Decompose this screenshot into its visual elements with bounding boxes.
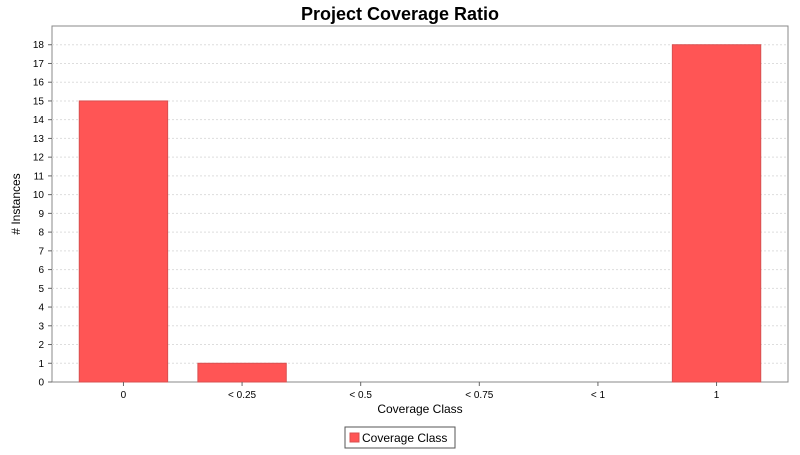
y-tick-label: 2 <box>38 340 44 351</box>
x-tick-label: 0 <box>121 390 127 401</box>
y-tick-label: 12 <box>33 153 45 164</box>
y-tick-label: 6 <box>38 265 44 276</box>
legend-swatch <box>349 432 360 443</box>
y-tick-label: 14 <box>33 115 45 126</box>
y-tick-label: 0 <box>38 378 44 389</box>
legend-label: Coverage Class <box>362 431 447 445</box>
y-tick-label: 11 <box>34 171 45 182</box>
y-tick-label: 8 <box>38 228 44 239</box>
bar <box>671 44 762 383</box>
y-tick-label: 1 <box>38 359 44 370</box>
y-tick-label: 17 <box>33 59 45 70</box>
gridlines <box>52 44 788 364</box>
x-tick-label: < 0.75 <box>465 390 494 401</box>
x-axis-label: Coverage Class <box>377 402 462 416</box>
x-tick-label: 1 <box>714 390 720 401</box>
y-tick-label: 15 <box>33 96 45 107</box>
legend: Coverage Class <box>344 426 456 449</box>
x-tick-label: < 0.25 <box>228 390 257 401</box>
y-tick-label: 7 <box>38 246 44 257</box>
y-tick-label: 9 <box>38 209 44 220</box>
plot-area <box>51 25 789 383</box>
bar <box>78 100 169 383</box>
chart-title: Project Coverage Ratio <box>301 4 499 24</box>
y-tick-label: 5 <box>38 284 44 295</box>
y-tick-label: 3 <box>38 321 44 332</box>
x-tick-label: < 0.5 <box>349 390 372 401</box>
y-tick-label: 4 <box>38 303 44 314</box>
y-axis-label: # Instances <box>9 173 23 234</box>
bars <box>78 44 762 383</box>
y-tick-label: 18 <box>33 40 45 51</box>
bar <box>197 362 287 383</box>
y-tick-label: 13 <box>33 134 45 145</box>
legend-box <box>344 426 456 449</box>
x-axis-ticks: 0 < 0.25 < 0.5 < 0.75 < 1 1 <box>121 382 720 401</box>
x-tick-label: < 1 <box>591 390 606 401</box>
y-tick-label: 10 <box>33 190 45 201</box>
y-tick-label: 16 <box>33 78 45 89</box>
